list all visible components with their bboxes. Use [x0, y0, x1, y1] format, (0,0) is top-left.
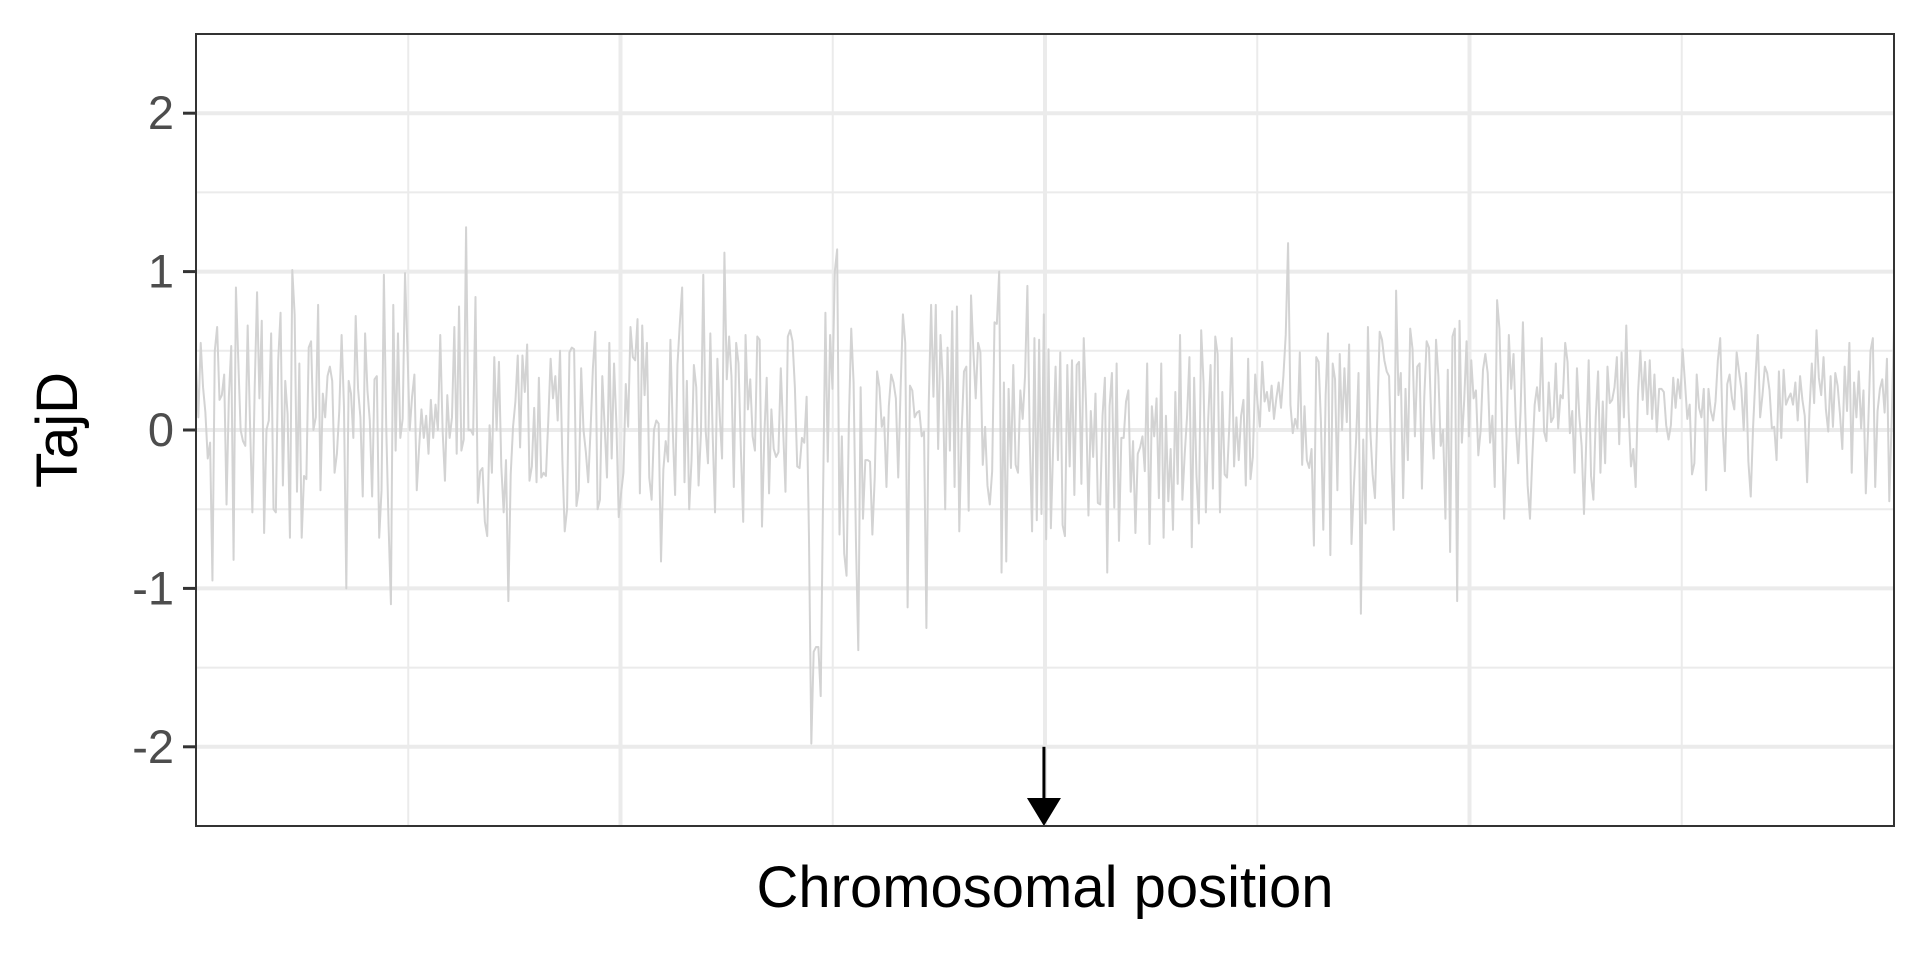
y-tick-label: 2 [148, 86, 174, 139]
y-tick-label: -2 [132, 720, 174, 773]
y-axis-ticks [183, 111, 196, 749]
y-axis-title: TajD [25, 372, 90, 488]
y-axis-tick-labels: -2 -1 0 1 2 [132, 86, 174, 773]
arrow-annotation [1026, 746, 1061, 826]
arrow-head [1026, 798, 1061, 826]
y-tick-label: -1 [132, 561, 174, 614]
tajd-series-line [195, 226, 1895, 745]
y-tick-label: 1 [148, 245, 174, 298]
x-axis-title: Chromosomal position [756, 855, 1333, 920]
y-tick-label: 0 [148, 403, 174, 456]
